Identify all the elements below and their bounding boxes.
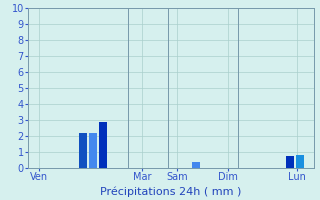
- Bar: [192, 162, 200, 168]
- Bar: [89, 133, 97, 168]
- X-axis label: Précipitations 24h ( mm ): Précipitations 24h ( mm ): [100, 186, 242, 197]
- Bar: [99, 122, 107, 168]
- Bar: [296, 155, 304, 168]
- Bar: [286, 156, 294, 168]
- Bar: [79, 133, 87, 168]
